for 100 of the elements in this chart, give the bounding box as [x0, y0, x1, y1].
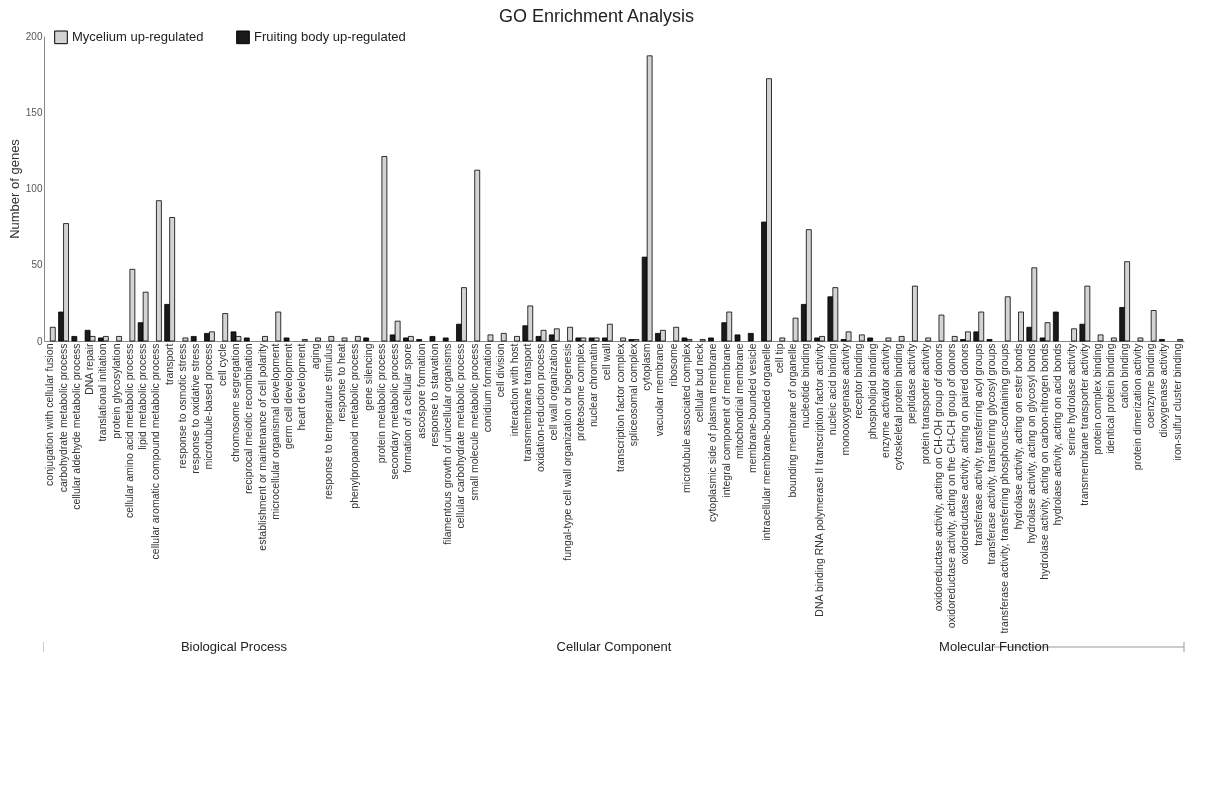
bar: [500, 332, 507, 342]
bar: [341, 337, 348, 342]
bar: [606, 323, 613, 342]
x-tick-label: microcellular organismal development: [268, 343, 281, 520]
x-tick-label: cellular carbohydrate metabolic process: [454, 343, 467, 529]
bar: [442, 337, 449, 342]
y-tick-label: 150: [25, 106, 43, 118]
bar: [938, 314, 945, 342]
x-tick-label: cellular amino acid metabolic process: [122, 343, 135, 518]
chart-title: GO Enrichment Analysis: [498, 6, 694, 26]
x-tick-label: protein glycosylation: [109, 343, 122, 439]
x-tick-label: germ cell development: [282, 343, 295, 450]
x-tick-label: response to temperature stimulus: [321, 343, 334, 500]
x-tick-label: membrane-bounded vesicle: [746, 343, 759, 474]
bar: [734, 334, 741, 342]
x-tick-label: filamentous growth of unicellular organisms: [441, 343, 454, 545]
x-tick-label: transferase activity, transferring phosphorus-containing groups: [998, 343, 1011, 634]
bar: [858, 334, 865, 342]
bar: [222, 313, 229, 342]
bar: [156, 200, 162, 342]
bar: [394, 320, 401, 342]
bar: [116, 336, 122, 342]
bar: [49, 326, 56, 342]
x-tick-label: translational initiation: [96, 343, 109, 442]
x-tick-label: ribosome: [666, 343, 679, 387]
x-tick-label: hydrolase activity, acting on carbon-nitrogen bonds: [1038, 343, 1051, 580]
bar: [102, 336, 109, 342]
bar: [673, 326, 680, 342]
x-tick-label: small molecule metabolic process: [467, 343, 480, 501]
y-axis-title: Number of genes: [6, 138, 22, 239]
bar: [792, 317, 799, 342]
bar: [182, 337, 189, 342]
x-tick-label: iron-sulfur cluster binding: [1170, 343, 1183, 461]
x-tick-label: receptor binding: [852, 343, 865, 419]
bar: [1052, 311, 1059, 342]
x-tick-label: chromosome segregation: [228, 343, 241, 462]
bar: [567, 326, 573, 342]
y-tick-label: 50: [31, 259, 43, 271]
x-tick-label: intracellular membrane-bounded organelle: [759, 343, 772, 541]
bar: [381, 156, 388, 342]
bar: [1097, 334, 1104, 342]
x-tick-label: peptidase activity: [905, 342, 918, 425]
x-tick-label: aging: [308, 343, 321, 370]
x-tick-label: cation binding: [1117, 343, 1130, 409]
bar: [354, 336, 361, 342]
x-tick-label: interaction with host: [507, 343, 520, 437]
bar: [1004, 296, 1011, 342]
y-tick-label: 200: [25, 30, 43, 42]
bar: [474, 169, 481, 342]
x-tick-label: response to osmotic stress: [175, 343, 188, 469]
bar: [1137, 337, 1144, 342]
bar: [487, 334, 494, 342]
bar: [805, 229, 812, 342]
x-tick-label: reciprocal meiotic recombination: [242, 343, 255, 495]
x-tick-label: DNA repair: [83, 343, 96, 395]
bar: [1018, 311, 1024, 342]
bar: [885, 337, 892, 342]
bar: [262, 336, 268, 342]
x-tick-label: enzyme activator activity: [878, 342, 891, 458]
x-tick-label: transferase activity, transferring glycosyl groups: [985, 343, 998, 565]
x-tick-label: cellular aldehyde metabolic process: [69, 343, 82, 510]
x-tick-label: serine hydrolase activity: [1064, 342, 1077, 456]
x-tick-label: response to oxidative stress: [189, 343, 202, 474]
x-tick-label: oxidation-reduction process: [534, 343, 547, 472]
x-tick-label: nucleic acid binding: [825, 343, 838, 436]
legend-label: Mycelium up-regulated: [72, 29, 204, 45]
text: Biological Process: [180, 639, 288, 654]
x-tick-label: fungal-type cell wall organization or biogenesis: [560, 343, 573, 561]
x-tick-label: coenzyme binding: [1144, 343, 1157, 429]
x-tick-label: proteosome complex: [573, 342, 586, 441]
bar: [283, 337, 290, 342]
bar: [747, 332, 754, 342]
x-tick-label: response to heat: [335, 343, 348, 422]
x-tick-label: vacuolar membrane: [653, 343, 666, 437]
x-tick-label: integral component of membrane: [719, 343, 732, 498]
x-tick-label: carbohydrate metabolic process: [56, 343, 69, 493]
bar: [553, 328, 560, 342]
x-tick-label: conidium formation: [481, 343, 493, 433]
bar: [646, 55, 653, 342]
x-tick-label: cell division: [494, 343, 507, 398]
x-tick-label: secondary metabolic process: [388, 343, 401, 480]
bar: [1071, 328, 1077, 342]
bar: [429, 336, 436, 342]
bar: [328, 336, 335, 342]
x-tick-label: transferase activity, transferring acyl groups: [971, 343, 984, 546]
x-tick-label: cell wall organization: [547, 343, 560, 441]
x-tick-label: hydrolase activity, acting on glycosyl bonds: [1024, 343, 1037, 544]
bar: [912, 285, 918, 342]
bar: [243, 337, 250, 342]
x-tick-label: lipid metabolic process: [136, 343, 149, 450]
x-tick-label: hydrolase activity, acting on acid bonds: [1051, 343, 1064, 526]
x-tick-label: transcription factor complex: [613, 342, 626, 472]
x-tick-label: response to starvation: [427, 343, 440, 447]
bar: [620, 337, 627, 342]
x-tick-label: microtubule associated complex: [679, 342, 692, 493]
bar: [514, 336, 520, 342]
x-tick-label: monooxygenase activity: [839, 342, 852, 456]
x-tick-label: nuclear chromatin: [587, 343, 600, 427]
x-tick-label: cellular aromatic compound metabolic process: [149, 343, 162, 560]
x-tick-label: cell tip: [772, 343, 785, 374]
